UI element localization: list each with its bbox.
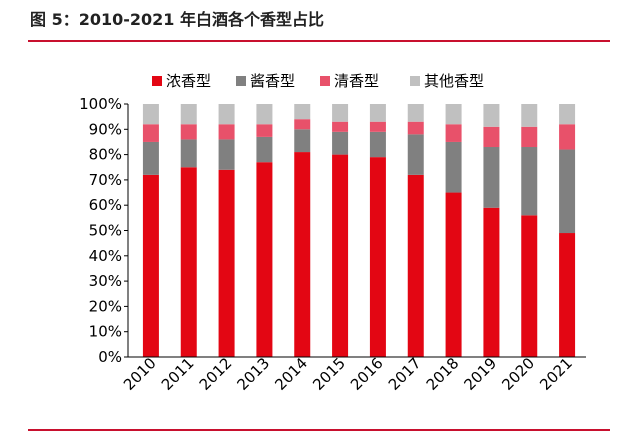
bar-2010-0 <box>142 174 159 357</box>
bar-2012-2 <box>218 124 235 140</box>
bar-2020-0 <box>521 215 538 357</box>
x-tick-label: 2020 <box>498 354 538 394</box>
x-tick-label: 2012 <box>196 354 236 394</box>
bar-2012-1 <box>218 139 235 170</box>
bar-2012-3 <box>218 104 235 125</box>
bar-2018-0 <box>445 192 462 357</box>
y-tick-label: 0% <box>98 348 122 366</box>
bar-2018-1 <box>445 141 462 193</box>
bar-2013-1 <box>256 136 273 163</box>
legend-swatch-1 <box>236 76 246 86</box>
bar-2011-1 <box>180 139 197 168</box>
bar-2011-3 <box>180 104 197 125</box>
bar-2018-2 <box>445 124 462 142</box>
bar-2016-3 <box>369 104 386 122</box>
y-tick-label: 20% <box>89 297 122 315</box>
bar-2014-3 <box>294 104 311 120</box>
x-axis: 2010201120122013201420152016201720182019… <box>120 354 586 394</box>
bar-2015-3 <box>332 104 349 122</box>
bottom-divider <box>28 429 610 431</box>
bar-2021-0 <box>559 233 576 357</box>
bar-2016-1 <box>369 131 386 158</box>
bar-2014-0 <box>294 152 311 357</box>
bar-2019-3 <box>483 104 500 127</box>
x-tick-label: 2014 <box>271 354 311 394</box>
bar-2014-2 <box>294 119 311 130</box>
legend-swatch-0 <box>152 76 162 86</box>
x-tick-label: 2011 <box>158 354 198 394</box>
y-tick-label: 70% <box>89 171 122 189</box>
bar-2011-0 <box>180 167 197 357</box>
x-tick-label: 2017 <box>385 354 425 394</box>
bar-2017-0 <box>407 174 424 357</box>
bar-2021-1 <box>559 149 576 234</box>
y-tick-label: 30% <box>89 272 122 290</box>
y-tick-label: 40% <box>89 247 122 265</box>
bar-2013-0 <box>256 162 273 357</box>
x-tick-label: 2013 <box>234 354 274 394</box>
bar-2017-2 <box>407 121 424 135</box>
y-tick-label: 10% <box>89 323 122 341</box>
legend-label-0: 浓香型 <box>166 72 211 90</box>
bar-2021-3 <box>559 104 576 125</box>
bar-2013-2 <box>256 124 273 137</box>
bar-2011-2 <box>180 124 197 140</box>
y-axis: 0% 10% 20% 30% 40% 50% 60% 70% 80% 90% 100% <box>79 95 129 366</box>
legend-label-2: 清香型 <box>334 72 379 90</box>
bar-2019-0 <box>483 207 500 357</box>
legend-swatch-2 <box>320 76 330 86</box>
y-tick-label: 60% <box>89 196 122 214</box>
bars <box>142 104 576 357</box>
bar-2013-3 <box>256 104 273 125</box>
x-tick-label: 2019 <box>461 354 501 394</box>
bar-2020-1 <box>521 147 538 216</box>
figure-title: 图 5：2010-2021 年白酒各个香型占比 <box>30 10 324 29</box>
bar-2016-0 <box>369 157 386 357</box>
bar-2015-0 <box>332 154 349 357</box>
bar-2019-1 <box>483 147 500 208</box>
legend-label-3: 其他香型 <box>424 72 484 90</box>
bar-2017-3 <box>407 104 424 122</box>
bar-2019-2 <box>483 126 500 148</box>
bar-2017-1 <box>407 134 424 175</box>
bar-2016-2 <box>369 121 386 132</box>
x-tick-label: 2010 <box>120 354 160 394</box>
bar-2014-1 <box>294 129 311 153</box>
x-tick-label: 2015 <box>309 354 349 394</box>
y-tick-label: 80% <box>89 146 122 164</box>
bar-2020-3 <box>521 104 538 127</box>
bar-2020-2 <box>521 126 538 148</box>
x-tick-label: 2016 <box>347 354 387 394</box>
legend: 浓香型 酱香型 清香型 其他香型 <box>152 72 484 90</box>
bar-2010-1 <box>142 141 159 175</box>
bar-2010-2 <box>142 124 159 142</box>
x-tick-label: 2018 <box>423 354 463 394</box>
bar-2010-3 <box>142 104 159 125</box>
y-tick-label: 100% <box>79 95 122 113</box>
bar-2015-2 <box>332 121 349 132</box>
bar-2021-2 <box>559 124 576 150</box>
bar-2015-1 <box>332 131 349 155</box>
title-divider <box>28 40 610 42</box>
y-tick-label: 90% <box>89 120 122 138</box>
y-tick-label: 50% <box>89 222 122 240</box>
x-tick-label: 2021 <box>536 354 576 394</box>
legend-label-1: 酱香型 <box>250 72 295 90</box>
bar-2012-0 <box>218 169 235 357</box>
legend-swatch-3 <box>410 76 420 86</box>
bar-2018-3 <box>445 104 462 125</box>
